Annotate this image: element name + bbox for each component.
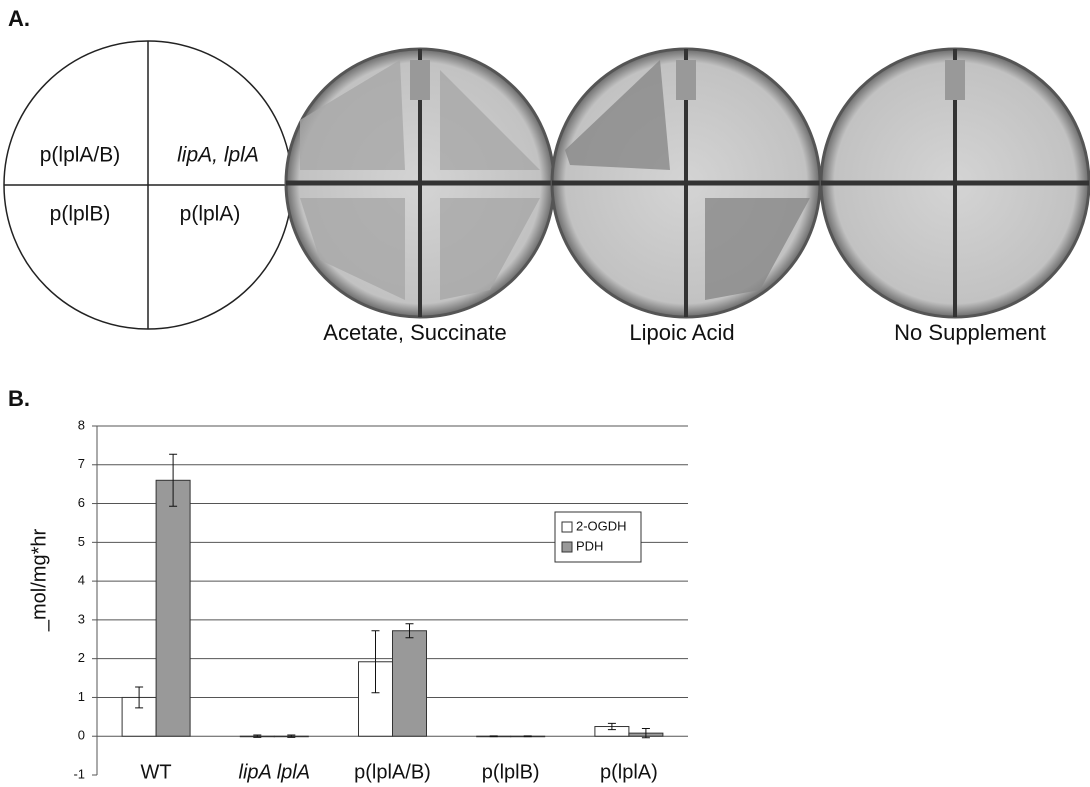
x-tick-label: WT	[141, 761, 172, 783]
x-tick-label: lipA lplA	[239, 761, 311, 783]
y-axis-label: _mol/mg*hr	[28, 529, 50, 633]
legend-label: PDH	[576, 538, 603, 553]
x-tick-label: p(lplA)	[600, 761, 658, 783]
panel-label: B.	[8, 386, 30, 411]
y-tick-label: 0	[78, 728, 85, 743]
error-bar	[524, 736, 532, 737]
plate-caption: Acetate, Succinate	[323, 320, 506, 345]
legend-label: 2-OGDH	[576, 518, 627, 533]
plate-caption: No Supplement	[894, 320, 1046, 345]
y-tick-label: 3	[78, 611, 85, 626]
plate-caption: Lipoic Acid	[629, 320, 734, 345]
plate-photo	[286, 49, 554, 317]
y-tick-label: 6	[78, 495, 85, 510]
figure: A. B. p(lplA/B) lipA, lplA p(lplB) p(lpl…	[0, 0, 1090, 787]
plate-photo	[821, 49, 1089, 317]
x-tick-label: p(lplB)	[482, 761, 540, 783]
y-tick-label: 8	[78, 417, 85, 432]
y-tick-label: 4	[78, 573, 85, 588]
y-tick-label: 2	[78, 650, 85, 665]
plate-photo	[552, 49, 820, 317]
y-tick-label: -1	[73, 766, 85, 781]
page: A. B. p(lplA/B) lipA, lplA p(lplB) p(lpl…	[0, 0, 1090, 787]
bar	[156, 480, 190, 736]
x-tick-label: p(lplA/B)	[354, 761, 431, 783]
y-tick-label: 7	[78, 456, 85, 471]
quadrant-label: p(lplA)	[180, 203, 241, 226]
panel-label: A.	[8, 6, 30, 31]
error-bar	[490, 736, 498, 737]
quadrant-label: p(lplA/B)	[40, 144, 121, 167]
quadrant-label: lipA, lplA	[177, 144, 259, 167]
legend-swatch	[562, 542, 572, 552]
bar	[393, 631, 427, 736]
y-tick-label: 1	[78, 689, 85, 704]
y-tick-label: 5	[78, 534, 85, 549]
legend-swatch	[562, 522, 572, 532]
plate-schematic	[4, 41, 292, 329]
quadrant-label: p(lplB)	[50, 203, 111, 226]
